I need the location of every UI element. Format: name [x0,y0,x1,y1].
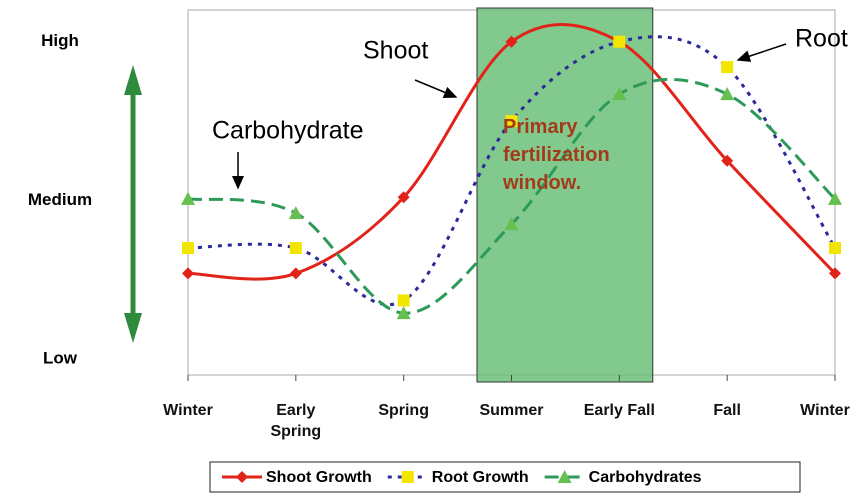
series-marker [720,87,735,101]
series-marker [828,191,842,205]
annotation-arrow [414,79,458,98]
legend [209,461,801,493]
series-marker [504,217,519,231]
x-tick-label: Winter [800,402,850,419]
shoot-annotation: Shoot [363,37,428,65]
x-tick-label: Fall [713,402,741,419]
legend-label: Carbohydrates [589,469,702,486]
series-marker [613,35,626,48]
series-marker [182,267,194,280]
annotation-arrow [736,43,787,62]
series-marker [396,306,411,320]
root-annotation: Root [795,25,848,53]
series-marker [182,242,194,255]
series-marker [397,294,410,307]
legend-marker [401,471,414,483]
fertilization-window [476,7,654,383]
series-marker [721,61,734,74]
legend-label: Root Growth [432,469,529,486]
carbohydrate-annotation: Carbohydrate [212,117,363,145]
window-annotation: Primary fertilization window. [503,116,610,194]
series-marker [829,242,841,255]
y-tick-label: High [41,31,79,50]
series-marker [181,191,195,205]
x-tick-label: Early Spring [270,402,322,440]
series-marker [721,154,734,167]
series-marker [505,115,518,128]
series-marker [612,87,627,101]
x-tick-label: Summer [479,402,544,419]
x-tick-label: Early Fall [583,402,655,419]
x-tick-label: Spring [378,402,429,419]
series-marker [829,267,841,280]
series-marker [289,242,302,255]
legend-label: Shoot Growth [266,469,372,486]
y-tick-label: Low [43,349,78,368]
y-tick-label: Medium [28,190,92,209]
legend-marker [557,470,572,483]
series-marker [505,35,518,48]
series-marker [397,191,410,204]
x-tick-label: Winter [163,402,213,419]
series-marker [288,206,303,220]
range-arrow [124,65,142,343]
series-marker [289,267,302,280]
legend-marker [236,471,248,483]
